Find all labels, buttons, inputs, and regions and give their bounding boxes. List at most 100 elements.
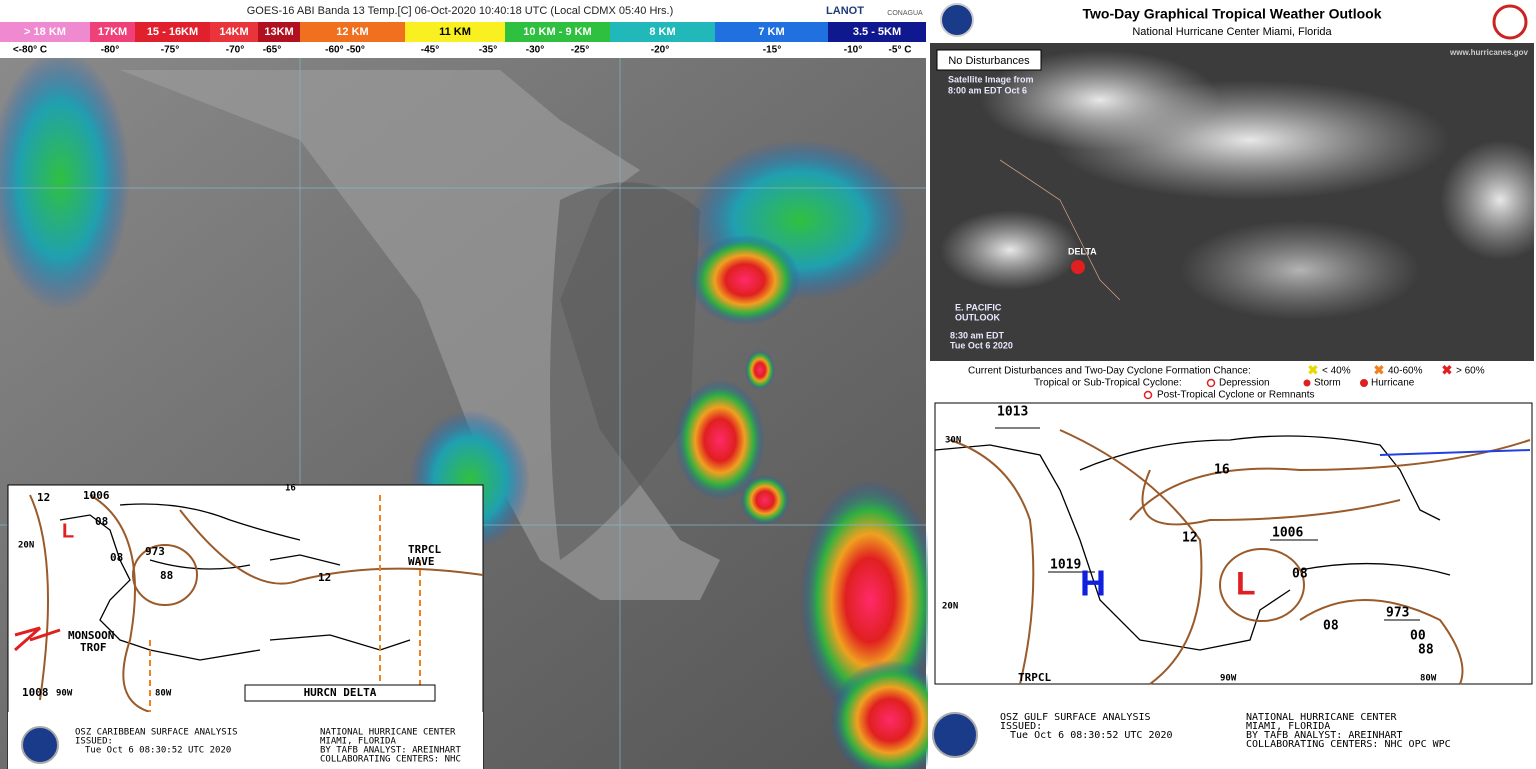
outlook-subtitle: National Hurricane Center Miami, Florida [1132, 26, 1332, 38]
isobar [1219, 548, 1305, 622]
legend-symbol: ✖ [1374, 362, 1385, 377]
wave-label: WAVE [408, 555, 435, 568]
temperature-label: <-80° C [13, 45, 47, 56]
coastline [149, 559, 251, 570]
gulf-analysis: 1013 30N 16 1006 12 1019 H L 08 20N 973 … [932, 402, 1533, 758]
longitude-label: 90W [56, 689, 73, 699]
isobar-label: 16 [1214, 463, 1230, 478]
url: www.hurricanes.gov [1449, 48, 1528, 57]
monsoon-label: TROF [80, 641, 107, 654]
legend-item: > 60% [1456, 366, 1485, 377]
cloud-cluster [0, 50, 130, 310]
storm-label: DELTA [1068, 246, 1097, 256]
isobar-label: 1006 [83, 489, 110, 502]
no-disturbances-box [936, 49, 1042, 71]
footer-text: MIAMI, FLORIDA [320, 737, 396, 747]
footer-text: NATIONAL HURRICANE CENTER [1246, 712, 1397, 723]
coastline [59, 514, 261, 661]
noaa-logo [932, 712, 978, 758]
latitude-label: 20N [942, 602, 958, 612]
scale-band [210, 22, 258, 42]
front [1379, 449, 1531, 456]
monsoon-symbol [14, 626, 61, 652]
temperature-label: -15° [763, 45, 781, 56]
header-bar [0, 0, 926, 22]
image-time: 8:00 am EDT Oct 6 [948, 85, 1027, 95]
legend-item: Post-Tropical Cyclone or Remnants [1157, 390, 1314, 401]
temperature-label: -70° [226, 45, 244, 56]
longitude-label: 90W [1220, 674, 1237, 684]
isobar [1299, 599, 1464, 685]
gulf-water [550, 182, 700, 560]
cloud [1180, 220, 1420, 320]
footer-text: ISSUED: [1000, 721, 1042, 732]
footer-text: BY TAFB ANALYST: AREINHART [320, 746, 461, 756]
coastline [999, 159, 1121, 301]
scale-label: 13KM [264, 26, 293, 38]
scale-band [405, 22, 505, 42]
hurricane-label: HURCN DELTA [304, 686, 377, 699]
scale-label: 11 KM [439, 26, 471, 38]
isobar [949, 439, 1035, 685]
footer-text: Tue Oct 6 08:30:52 UTC 2020 [1010, 730, 1173, 741]
legend-heading: Current Disturbances and Two-Day Cyclone… [968, 366, 1251, 377]
isobar-label: 1006 [1272, 526, 1303, 541]
convection [830, 660, 950, 769]
temp-row [0, 42, 926, 58]
convection [800, 480, 940, 720]
coastline [269, 634, 411, 651]
footer [8, 712, 483, 769]
isobar-label: 12 [1182, 531, 1198, 546]
footer-text: ISSUED: [75, 737, 113, 747]
isobar-label: 08 [1292, 567, 1308, 582]
nws-logo [1492, 4, 1528, 40]
color-scale: > 18 KM 17KM 15 - 16KM 14KM 13KM 12 KM 11 KM 10… [0, 22, 926, 42]
coastline [934, 444, 1291, 651]
legend-symbol [1143, 390, 1153, 400]
scale-band [90, 22, 135, 42]
caribbean-analysis: L 12 1006 08 20N 973 08 88 16 12 TRPCL W… [7, 484, 484, 769]
legend-symbol [1360, 379, 1368, 387]
footer-text: OSZ CARIBBEAN SURFACE ANALYSIS [75, 728, 238, 738]
logo-lanot: LANOT [826, 5, 864, 17]
scale-label: 10 KM - 9 KM [523, 26, 591, 38]
isobar-label: 1019 [1050, 558, 1081, 573]
latitude-label: 30N [945, 436, 961, 446]
isobar-label: 973 [145, 545, 165, 558]
scale-label: 7 KM [758, 26, 784, 38]
temperature-labels: <-80° C -80° -75° -70° -65° -60° -50° -45° -35°… [13, 45, 912, 56]
scale-label: > 18 KM [24, 26, 66, 38]
isobar-label: 08 [110, 551, 123, 564]
isobar [132, 544, 198, 606]
scale-band [300, 22, 405, 42]
temperature-label: -30° [526, 45, 544, 56]
isobar-label: 88 [160, 569, 173, 582]
legend-symbol: ✖ [1308, 362, 1319, 377]
footer-text: COLLABORATING CENTERS: NHC [320, 755, 461, 765]
scale-label: 15 - 16KM [147, 26, 198, 38]
legend-item: 40-60% [1388, 366, 1423, 377]
temperature-label: -65° [263, 45, 281, 56]
noaa-logo [940, 3, 974, 37]
scale-label: 12 KM [336, 26, 368, 38]
label-box [244, 684, 436, 702]
legend-item: Depression [1219, 378, 1270, 389]
cloud [980, 50, 1220, 150]
latitude-label: 20N [18, 541, 34, 551]
scale-band [610, 22, 715, 42]
isobar [29, 494, 49, 701]
wave-label: TRPCL [408, 543, 441, 556]
convection [690, 235, 800, 325]
isobar-label: 08 [95, 515, 108, 528]
footer-text: NATIONAL HURRICANE CENTER [320, 728, 456, 738]
legend-symbol [1206, 378, 1216, 388]
scale-band [715, 22, 828, 42]
isobar-label: 00 [1410, 629, 1426, 644]
temperature-label: -60° -50° [325, 45, 365, 56]
isobar-label: 1013 [997, 405, 1028, 420]
low-symbol: L [62, 520, 74, 542]
longitude-label: 80W [1420, 674, 1437, 684]
temperature-label: -10° [844, 45, 862, 56]
isobar-label: 16 [285, 484, 296, 494]
